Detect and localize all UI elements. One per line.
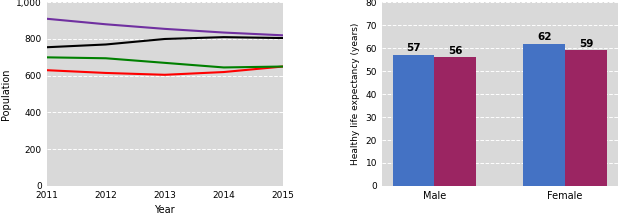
Line: 18 - 24 years: 18 - 24 years: [47, 19, 283, 35]
Bar: [392, 55, 434, 186]
Line: 0 - 4 years: 0 - 4 years: [47, 67, 283, 75]
12 - 17 years: [220, 66, 228, 69]
5 - 11 years: [43, 46, 51, 49]
12 - 17 years: [161, 62, 168, 64]
X-axis label: Year: Year: [155, 205, 175, 215]
5 - 11 years: [220, 36, 228, 39]
12 - 17 years: [43, 56, 51, 59]
Line: 5 - 11 years: 5 - 11 years: [47, 37, 283, 47]
Y-axis label: Healthy life expectancy (years): Healthy life expectancy (years): [351, 23, 360, 165]
Bar: [524, 43, 565, 186]
12 - 17 years: [102, 57, 110, 60]
0 - 4 years: [43, 69, 51, 71]
0 - 4 years: [102, 72, 110, 74]
0 - 4 years: [279, 65, 286, 68]
Bar: [434, 57, 476, 186]
18 - 24 years: [220, 31, 228, 34]
0 - 4 years: [161, 73, 168, 76]
18 - 24 years: [279, 34, 286, 37]
0 - 4 years: [220, 71, 228, 73]
Text: 56: 56: [448, 45, 462, 56]
Y-axis label: Population: Population: [1, 68, 11, 120]
12 - 17 years: [279, 65, 286, 68]
Text: 62: 62: [537, 32, 552, 42]
18 - 24 years: [43, 17, 51, 20]
Text: 57: 57: [406, 43, 421, 53]
Bar: [565, 50, 607, 186]
5 - 11 years: [102, 43, 110, 46]
5 - 11 years: [279, 37, 286, 39]
18 - 24 years: [161, 28, 168, 30]
Text: 59: 59: [579, 39, 593, 49]
5 - 11 years: [161, 38, 168, 40]
18 - 24 years: [102, 23, 110, 26]
Line: 12 - 17 years: 12 - 17 years: [47, 57, 283, 67]
